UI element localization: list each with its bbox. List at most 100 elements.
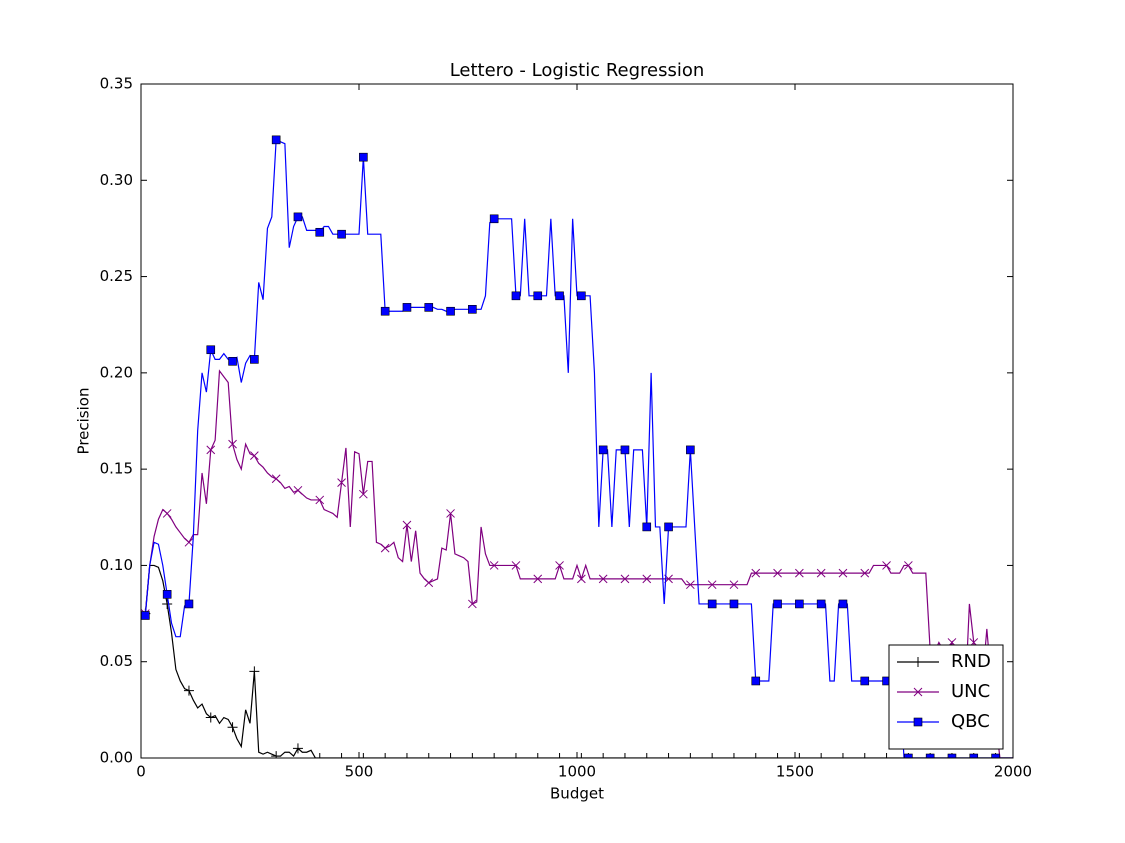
y-tick-label: 0.35 <box>100 75 133 93</box>
marker <box>532 753 543 758</box>
marker <box>424 303 434 312</box>
marker <box>468 599 477 609</box>
marker <box>707 599 717 609</box>
plot-frame <box>140 83 1014 759</box>
marker <box>707 580 717 590</box>
marker <box>162 590 172 599</box>
marker <box>794 753 805 758</box>
legend-text: RND <box>951 651 991 672</box>
marker <box>795 599 804 609</box>
marker <box>904 561 913 570</box>
marker <box>555 291 564 301</box>
marker <box>336 753 347 758</box>
marker <box>250 451 259 461</box>
marker <box>184 599 194 609</box>
y-tick-label: 0.30 <box>100 171 133 189</box>
x-tick-label: 500 <box>345 763 374 781</box>
marker <box>686 445 695 455</box>
marker <box>686 580 695 590</box>
marker <box>795 568 804 578</box>
marker <box>446 306 455 316</box>
marker <box>882 561 891 570</box>
marker <box>947 753 957 758</box>
marker <box>860 676 870 686</box>
marker <box>511 561 521 570</box>
marker <box>183 685 194 696</box>
x-tick-label: 0 <box>136 763 146 781</box>
marker <box>227 722 238 733</box>
y-axis-label: Precision <box>75 388 93 455</box>
marker <box>728 753 739 758</box>
marker <box>380 753 391 758</box>
marker <box>467 753 478 758</box>
marker <box>913 687 923 697</box>
marker <box>315 495 325 505</box>
marker <box>141 611 150 620</box>
marker <box>380 306 390 316</box>
marker <box>913 717 923 727</box>
legend-text: UNC <box>951 681 990 702</box>
x-tick-label: 2000 <box>994 763 1032 781</box>
marker <box>991 753 1000 758</box>
marker <box>816 753 827 758</box>
line <box>144 564 1013 758</box>
marker <box>206 445 216 455</box>
marker <box>837 753 848 758</box>
marker <box>619 753 630 758</box>
marker <box>598 753 609 758</box>
marker <box>489 561 499 570</box>
marker <box>445 753 456 758</box>
marker <box>533 291 543 301</box>
marker <box>664 522 673 532</box>
marker <box>577 291 586 301</box>
marker <box>913 657 923 667</box>
marker <box>816 568 826 578</box>
marker <box>925 753 935 758</box>
marker <box>489 753 500 758</box>
line <box>144 369 1013 758</box>
marker <box>314 753 325 758</box>
marker <box>751 568 761 578</box>
marker <box>423 753 434 758</box>
marker <box>228 439 237 449</box>
marker <box>184 537 194 547</box>
marker <box>772 753 783 758</box>
marker <box>750 753 761 758</box>
marker <box>641 753 652 758</box>
marker <box>773 599 782 609</box>
marker <box>162 598 173 609</box>
marker <box>729 580 739 590</box>
marker <box>838 599 848 609</box>
marker <box>424 578 434 588</box>
marker <box>838 568 848 578</box>
marker <box>489 214 499 224</box>
marker <box>510 753 521 758</box>
marker <box>598 445 608 455</box>
marker <box>446 509 455 518</box>
marker <box>468 305 477 314</box>
y-tick-label: 0.15 <box>100 460 133 478</box>
x-axis-label: Budget <box>550 785 604 803</box>
chart-title: Lettero - Logistic Regression <box>450 60 705 81</box>
marker <box>337 229 346 239</box>
marker <box>859 753 870 758</box>
marker <box>642 522 652 532</box>
x-tick-label: 1500 <box>776 763 814 781</box>
marker <box>729 599 739 609</box>
marker <box>359 489 368 499</box>
y-tick-label: 0.25 <box>100 267 133 285</box>
marker <box>162 509 172 518</box>
marker <box>206 345 216 355</box>
marker <box>401 753 412 758</box>
legend-text: QBC <box>951 711 990 732</box>
marker <box>707 753 718 758</box>
marker <box>904 753 913 758</box>
marker <box>250 355 259 364</box>
y-tick-label: 0.00 <box>100 749 133 767</box>
marker <box>402 520 412 530</box>
marker <box>969 753 979 758</box>
marker <box>642 574 652 584</box>
marker <box>576 753 587 758</box>
marker <box>554 753 565 758</box>
